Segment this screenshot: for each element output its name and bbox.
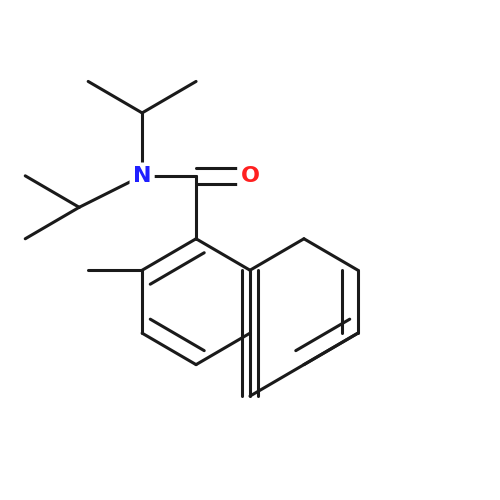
Text: O: O [240,166,260,186]
Text: N: N [133,166,152,186]
